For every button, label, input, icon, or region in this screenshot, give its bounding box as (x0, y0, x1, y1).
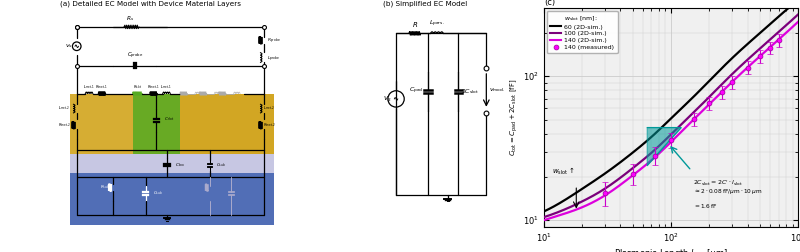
Bar (133, 93, 180, 154)
Text: $v_s$: $v_s$ (66, 42, 73, 50)
Text: $R_{\rm sub}$: $R_{\rm sub}$ (100, 184, 110, 192)
Text: $R_{{\rm met},1}$: $R_{{\rm met},1}$ (95, 83, 108, 91)
Legend: $w_{\rm slot}$ [nm]:, 60 (2D-sim.), 100 (2D-sim.), 140 (2D-sim.), 140 (measured): $w_{\rm slot}$ [nm]:, 60 (2D-sim.), 100 … (547, 11, 618, 53)
Text: $2C_{\rm slot}$: $2C_{\rm slot}$ (461, 87, 479, 96)
Bar (70, 154, 274, 173)
Text: $C_{\rm probe}$: $C_{\rm probe}$ (126, 51, 143, 61)
Point (70, 25, 83, 29)
Point (70, 64, 83, 68)
Bar (70, 173, 274, 225)
Text: $v_s$: $v_s$ (382, 94, 391, 104)
Text: $w_{\rm slot}\uparrow$: $w_{\rm slot}\uparrow$ (551, 166, 574, 177)
Point (480, 111, 493, 115)
Text: $C_{\rm sub}$: $C_{\rm sub}$ (217, 162, 226, 169)
Y-axis label: $C_{\rm tot}=C_{\rm pad}+2C_{\rm slot}$ [fF]: $C_{\rm tot}=C_{\rm pad}+2C_{\rm slot}$ … (509, 78, 520, 156)
X-axis label: Plasmonic Length $l_{\rm slot}$ [$\mu$m]: Plasmonic Length $l_{\rm slot}$ [$\mu$m] (614, 247, 728, 252)
Text: $R_{{\rm met},2}$: $R_{{\rm met},2}$ (262, 121, 275, 129)
Point (258, 64, 270, 68)
Text: $C_{\rm sub}$: $C_{\rm sub}$ (153, 190, 163, 197)
Point (70, 25, 83, 29)
Polygon shape (647, 128, 681, 166)
Text: $v_{\rm mod.}$: $v_{\rm mod.}$ (489, 86, 506, 94)
Text: $L_{{\rm met},2}$: $L_{{\rm met},2}$ (58, 105, 70, 112)
Text: $y$: $y$ (61, 204, 66, 212)
Text: (b) Simplified EC Model: (b) Simplified EC Model (383, 1, 467, 7)
Text: $\approx 2\cdot 0.08\,{\rm fF}/\mu{\rm m}\cdot 10\,\mu{\rm m}$: $\approx 2\cdot 0.08\,{\rm fF}/\mu{\rm m… (693, 187, 762, 196)
Bar (70, 93, 274, 154)
Text: $L_{\rm pars.}$: $L_{\rm pars.}$ (429, 19, 445, 29)
Text: $R_{\rm slot}$: $R_{\rm slot}$ (133, 83, 142, 91)
Text: $R$: $R$ (412, 20, 418, 29)
Text: $L_{\rm probe}$: $L_{\rm probe}$ (267, 54, 280, 62)
Text: $R_s$: $R_s$ (126, 14, 134, 23)
Text: $=1.6\,{\rm fF}$: $=1.6\,{\rm fF}$ (693, 202, 718, 210)
Text: $R_{{\rm met},2}$: $R_{{\rm met},2}$ (58, 121, 70, 129)
Text: (a) Detailed EC Model with Device Material Layers: (a) Detailed EC Model with Device Materi… (59, 1, 241, 7)
Text: $R_{{\rm met},1}$: $R_{{\rm met},1}$ (147, 83, 160, 91)
Bar (180, 93, 274, 154)
Point (480, 66, 493, 70)
Text: $z$: $z$ (58, 218, 62, 225)
Text: $C_{\rm slot}$: $C_{\rm slot}$ (164, 115, 174, 123)
Text: $L_{{\rm met},1}$: $L_{{\rm met},1}$ (82, 83, 95, 91)
Text: $2C_{\rm slot}=2C^{\prime}\cdot l_{\rm slot}$: $2C_{\rm slot}=2C^{\prime}\cdot l_{\rm s… (693, 178, 743, 188)
Text: $L_{{\rm met},2}$: $L_{{\rm met},2}$ (263, 105, 275, 112)
Text: (c): (c) (544, 0, 555, 8)
Text: $L_{{\rm met},1}$: $L_{{\rm met},1}$ (160, 83, 173, 91)
Text: $R_{\rm probe}$: $R_{\rm probe}$ (267, 37, 281, 45)
Point (258, 25, 270, 29)
Text: $C_{\rm pad}$: $C_{\rm pad}$ (410, 86, 423, 97)
Text: $C_{\rm box}$: $C_{\rm box}$ (174, 161, 185, 169)
